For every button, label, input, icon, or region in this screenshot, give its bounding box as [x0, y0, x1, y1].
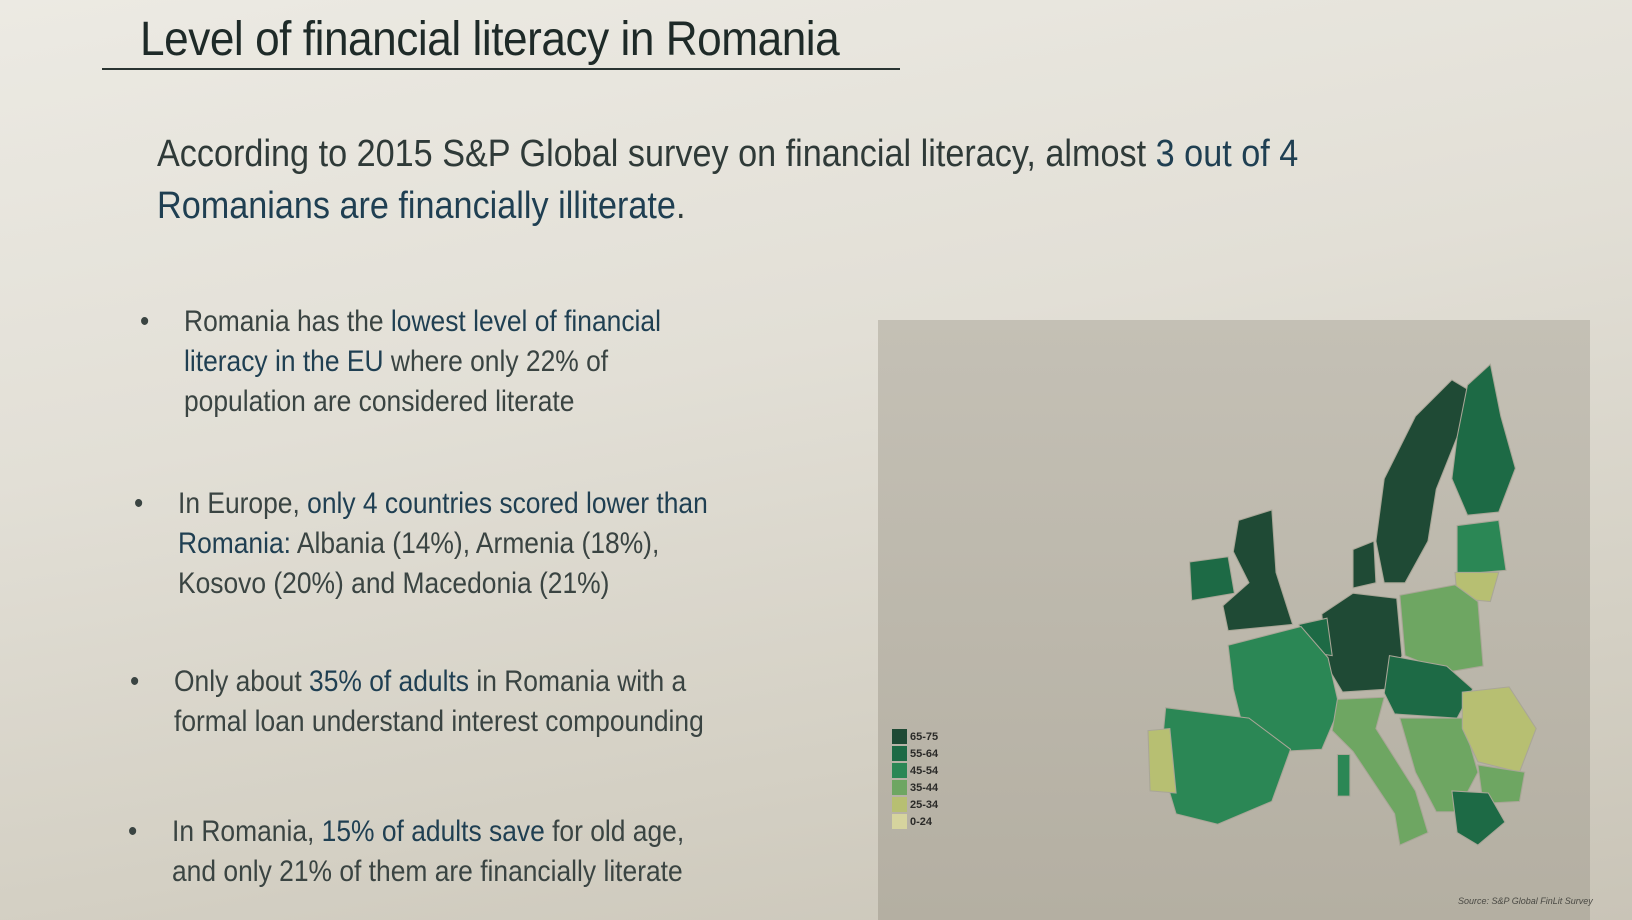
legend-label: 55-64	[910, 747, 939, 760]
page-title: Level of financial literacy in Romania	[140, 13, 840, 66]
bullet-text: Albania (14%), Armenia (18%), Kosovo (20…	[178, 527, 660, 600]
bullet-highlight: 15% of adults save	[321, 815, 545, 848]
bullet-item: • In Europe, only 4 countries scored lowe…	[134, 484, 715, 604]
map-source: Source: S&P Global FinLit Survey	[1458, 896, 1593, 906]
bullet-text: where only 22% of population are conside…	[184, 345, 609, 418]
bullet-item: • Only about 35% of adults in Romania wit…	[130, 662, 711, 742]
bullet-item: • Romania has the lowest level of financi…	[140, 302, 721, 422]
country-denmark	[1352, 540, 1377, 589]
country-portugal	[1147, 727, 1177, 794]
legend-item: 0-24	[892, 813, 938, 830]
legend-swatch	[892, 780, 907, 795]
legend-item: 55-64	[892, 745, 938, 762]
map-legend: 65-75 55-64 45-54 35-44 25-34 0-24	[892, 728, 938, 830]
country-ireland	[1189, 556, 1235, 602]
bullet-text: for old age, and only 21% of them are fi…	[172, 815, 685, 888]
country-bulgaria	[1477, 764, 1526, 804]
bullet-item: • In Romania, 15% of adults save for old …	[128, 812, 709, 892]
intro-end: .	[675, 185, 686, 227]
bullet-text: In Europe,	[178, 487, 308, 520]
bullet-text: Only about	[174, 665, 310, 698]
country-sardinia	[1336, 754, 1351, 797]
legend-label: 65-75	[910, 730, 939, 743]
legend-item: 25-34	[892, 796, 938, 813]
legend-label: 25-34	[910, 798, 939, 811]
country-greece	[1451, 790, 1506, 846]
bullet-text: Romania has the	[184, 305, 391, 338]
country-scandinavia	[1375, 379, 1479, 584]
bullet-text: in Romania with a formal loan understand…	[174, 665, 704, 738]
country-poland	[1399, 584, 1484, 673]
legend-label: 45-54	[910, 764, 939, 777]
legend-swatch	[892, 763, 907, 778]
bullet-highlight: lowest level of financial literacy in th…	[184, 305, 661, 378]
country-finland	[1451, 363, 1516, 516]
intro-highlight: 3 out of 4 Romanians are financially ill…	[157, 133, 1299, 227]
bullet-icon: •	[130, 665, 140, 698]
country-italy	[1331, 696, 1429, 846]
bullet-text: In Romania,	[172, 815, 322, 848]
country-france	[1227, 625, 1341, 752]
legend-swatch	[892, 814, 907, 829]
legend-swatch	[892, 746, 907, 761]
legend-label: 0-24	[910, 815, 933, 828]
country-baltics	[1456, 519, 1507, 576]
title-underline	[102, 68, 900, 70]
legend-swatch	[892, 797, 907, 812]
country-uk	[1222, 509, 1294, 632]
bullet-icon: •	[134, 487, 144, 520]
bullet-icon: •	[128, 815, 138, 848]
legend-item: 65-75	[892, 728, 938, 745]
legend-item: 45-54	[892, 762, 938, 779]
bullet-highlight: only 4 countries scored lower than Roman…	[178, 487, 708, 560]
intro-text: According to 2015 S&P Global survey on f…	[157, 128, 1327, 232]
intro-part: According to 2015 S&P Global survey on f…	[157, 133, 1156, 175]
bullet-highlight: 35% of adults	[309, 665, 470, 698]
bullet-icon: •	[140, 305, 150, 338]
legend-label: 35-44	[910, 781, 939, 794]
bullet-list: • Romania has the lowest level of financi…	[128, 302, 800, 892]
legend-swatch	[892, 729, 907, 744]
legend-item: 35-44	[892, 779, 938, 796]
